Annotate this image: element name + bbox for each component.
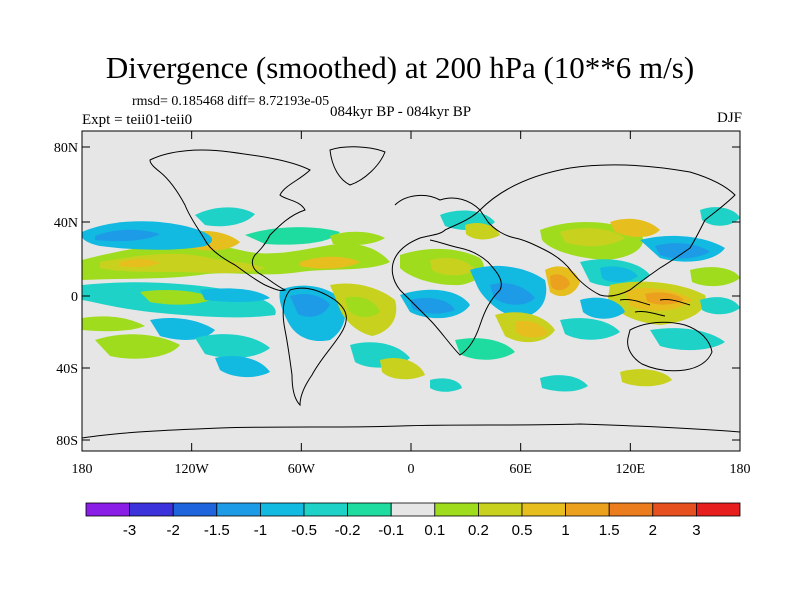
colorbar-box	[434, 502, 479, 517]
contour-positive	[690, 267, 740, 287]
colorbar-label: 3	[692, 522, 700, 539]
contour-positive	[100, 253, 265, 273]
contour-negative	[290, 294, 330, 317]
contour-negative	[655, 243, 710, 259]
contour-positive	[95, 334, 180, 359]
contour-negative	[430, 378, 462, 392]
contour-positive	[515, 320, 548, 338]
contour-positive	[120, 259, 160, 268]
colorbar-label: -1.5	[204, 522, 230, 539]
contour-negative	[700, 207, 740, 226]
colorbar-label: 1.5	[599, 522, 620, 539]
colorbar-label: -0.5	[291, 522, 317, 539]
lat-tick-label: 0	[71, 290, 78, 305]
contour-negative	[455, 338, 515, 360]
colorbar-box	[390, 502, 436, 517]
contour-positive	[645, 292, 684, 305]
colorbar-label: 1	[561, 522, 569, 539]
colorbar-box	[565, 502, 610, 517]
colorbar-box	[652, 502, 697, 517]
colorbar	[85, 502, 741, 517]
colorbar-box	[608, 502, 654, 517]
colorbar-label: -0.1	[378, 522, 404, 539]
contour-negative	[600, 266, 638, 283]
contour-positive	[465, 223, 500, 240]
contour-positive	[345, 296, 380, 318]
colorbar-label: -0.2	[335, 522, 361, 539]
contour-positive	[560, 228, 625, 247]
contour-negative	[490, 283, 535, 305]
lat-tick-label: 40S	[56, 362, 78, 377]
colorbar-label: -1	[254, 522, 267, 539]
colorbar-label: 0.5	[512, 522, 533, 539]
lon-tick-label: 180	[730, 462, 751, 477]
contour-positive	[550, 274, 570, 291]
colorbar-box	[85, 502, 130, 517]
longitude-axis: 180 120W 60W 0 60E 120E 180	[72, 131, 751, 477]
stats-text: rmsd= 0.185468 diff= 8.72193e-05	[132, 94, 330, 109]
contour-negative	[150, 318, 215, 340]
colorbar-label: 2	[649, 522, 657, 539]
contour-negative	[215, 355, 270, 378]
colorbar-box	[259, 502, 305, 517]
contour-negative	[195, 334, 270, 358]
coastlines	[82, 146, 740, 439]
contour-negative	[195, 207, 255, 227]
lon-tick-label: 0	[408, 462, 415, 477]
season-label: DJF	[716, 110, 742, 126]
contour-positive	[380, 357, 425, 380]
colorbar-label: 0.2	[468, 522, 489, 539]
latitude-axis: 80N 40N 0 40S 80S	[54, 141, 740, 449]
contour-positive	[620, 369, 672, 387]
lat-tick-label: 80N	[54, 141, 78, 156]
colorbar-labels: -3 -2 -1.5 -1 -0.5 -0.2 -0.1 0.1 0.2 0.5 1 1.5 2 3	[123, 522, 701, 539]
contour-positive	[430, 258, 475, 276]
contour-negative	[700, 297, 740, 315]
lon-tick-label: 60E	[509, 462, 532, 477]
lon-tick-label: 120W	[175, 462, 210, 477]
contour-negative	[95, 229, 160, 242]
contour-negative	[200, 288, 270, 302]
colorbar-box	[477, 502, 523, 517]
lon-tick-label: 120E	[616, 462, 646, 477]
page-title: Divergence (smoothed) at 200 hPa (10**6 …	[105, 50, 695, 85]
colorbar-box	[303, 502, 348, 517]
contour-negative	[580, 297, 625, 319]
colorbar-box	[696, 502, 741, 517]
colorbar-label: -3	[123, 522, 136, 539]
contour-positive	[82, 316, 145, 332]
contour-negative	[410, 298, 455, 314]
experiment-label: Expt = teii01-teii0	[82, 112, 193, 128]
contour-negative	[650, 328, 725, 351]
contour-negative	[245, 227, 340, 245]
period-label: 084kyr BP - 084kyr BP	[330, 104, 472, 120]
colorbar-box	[129, 502, 174, 517]
lon-tick-label: 60W	[288, 462, 316, 477]
colorbar-box	[216, 502, 261, 517]
colorbar-box	[172, 502, 218, 517]
colorbar-box	[347, 502, 392, 517]
contour-positive	[330, 231, 385, 246]
contour-positive	[610, 218, 660, 237]
field-contours	[82, 207, 740, 392]
colorbar-label: -2	[167, 522, 180, 539]
contour-positive	[300, 256, 360, 269]
contour-positive	[140, 290, 215, 305]
contour-negative	[540, 375, 588, 392]
colorbar-label: 0.1	[424, 522, 445, 539]
colorbar-box	[521, 502, 566, 517]
contour-negative	[560, 318, 620, 340]
lon-tick-label: 180	[72, 462, 93, 477]
lat-tick-label: 80S	[56, 434, 78, 449]
lat-tick-label: 40N	[54, 216, 78, 231]
